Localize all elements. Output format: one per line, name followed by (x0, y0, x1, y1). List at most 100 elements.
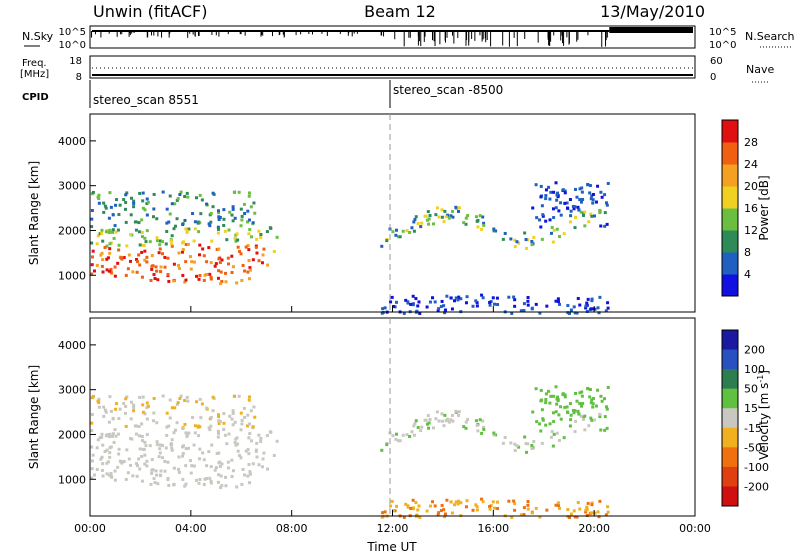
velocity-cell (100, 468, 104, 472)
power-cell (579, 210, 583, 214)
power-cell (443, 209, 447, 213)
velocity-cell (143, 453, 147, 457)
power-cell (150, 264, 154, 268)
power-cell (163, 255, 167, 259)
velocity-cell (480, 431, 484, 435)
velocity-cell (568, 424, 572, 428)
power-cell (238, 249, 242, 253)
velocity-cell (491, 500, 495, 504)
power-panel: Slant Range [km] 1000 2000 3000 4000 (27, 113, 696, 315)
power-cell (208, 224, 212, 228)
velocity-cell (482, 427, 486, 431)
velocity-cell (168, 416, 172, 420)
velocity-cell (125, 448, 129, 452)
velocity-cell (148, 444, 152, 448)
velocity-cell (190, 464, 194, 468)
power-cell (145, 197, 149, 201)
power-cell (575, 195, 579, 199)
velocity-cell (548, 422, 552, 426)
velocity-cell (96, 438, 100, 442)
velocity-cell (132, 403, 136, 407)
power-cell (573, 226, 577, 230)
power-cell (593, 214, 597, 218)
velocity-cell (211, 409, 215, 413)
velocity-cell (238, 453, 242, 457)
power-cell (492, 229, 496, 233)
power-cell (428, 300, 432, 304)
velocity-cell (243, 415, 247, 419)
velocity-cell (226, 460, 230, 464)
velocity-cell (389, 504, 393, 508)
power-cell (178, 193, 182, 197)
power-cell (241, 263, 245, 267)
velocity-colorbar-swatch (722, 466, 738, 487)
power-cell (522, 309, 526, 313)
power-cell (105, 244, 109, 248)
power-cell (569, 308, 573, 312)
velocity-cell (230, 458, 234, 462)
velocity-cell (412, 433, 416, 437)
power-cell (492, 302, 496, 306)
power-ytick-label: 4000 (58, 135, 86, 148)
freq-strip: Freq. [MHz] 18 8 60 0 Nave (20, 55, 774, 83)
velocity-cell (91, 394, 95, 398)
velocity-cell (187, 431, 191, 435)
power-cell (443, 311, 447, 315)
velocity-cell (606, 510, 610, 514)
power-cell (99, 253, 103, 257)
velocity-cell (152, 477, 156, 481)
velocity-cell (140, 422, 144, 426)
velocity-cell (143, 440, 147, 444)
velocity-cell (196, 425, 200, 429)
power-cell (381, 311, 385, 315)
velocity-cell (414, 501, 418, 505)
power-cell (239, 252, 243, 256)
power-cell (167, 220, 171, 224)
power-cell (248, 277, 252, 281)
power-cell (457, 206, 461, 210)
velocity-cell (573, 515, 577, 519)
velocity-colorbar-swatch (722, 330, 738, 351)
velocity-cell (163, 459, 167, 463)
velocity-cell (223, 433, 227, 437)
velocity-cell (606, 385, 610, 389)
power-cell (568, 198, 572, 202)
power-cell (168, 212, 172, 216)
velocity-cell (245, 424, 249, 428)
power-cell (419, 225, 423, 229)
power-cell (569, 209, 573, 213)
power-cell (101, 239, 105, 243)
cpid-segment-1: stereo_scan 8551 (93, 93, 199, 107)
velocity-cell (538, 422, 542, 426)
velocity-cell (216, 429, 220, 433)
power-cell (261, 253, 265, 257)
power-cell (90, 263, 94, 267)
velocity-cell (210, 443, 214, 447)
velocity-colorbar-tick: 100 (744, 363, 765, 376)
velocity-colorbar-swatch (722, 369, 738, 390)
velocity-colorbar-swatch (722, 486, 738, 507)
power-cell (186, 242, 190, 246)
power-cell (401, 229, 405, 233)
power-cell (380, 244, 384, 248)
velocity-cell (152, 411, 156, 415)
power-cell (417, 300, 421, 304)
power-cell (217, 257, 221, 261)
power-cell (176, 197, 180, 201)
velocity-cell (551, 444, 555, 448)
power-cell (606, 181, 610, 185)
power-cell (605, 203, 609, 207)
power-cell (198, 273, 202, 277)
velocity-cell (557, 413, 561, 417)
velocity-cell (444, 419, 448, 423)
xtick-label: 08:00 (276, 522, 308, 535)
power-cell (131, 270, 135, 274)
velocity-cell (237, 394, 241, 398)
power-cell (482, 221, 486, 225)
velocity-cell (594, 404, 598, 408)
velocity-cell (91, 459, 95, 463)
power-cell (525, 246, 529, 250)
velocity-cell (464, 420, 468, 424)
velocity-cell (140, 454, 144, 458)
velocity-cell (532, 439, 536, 443)
